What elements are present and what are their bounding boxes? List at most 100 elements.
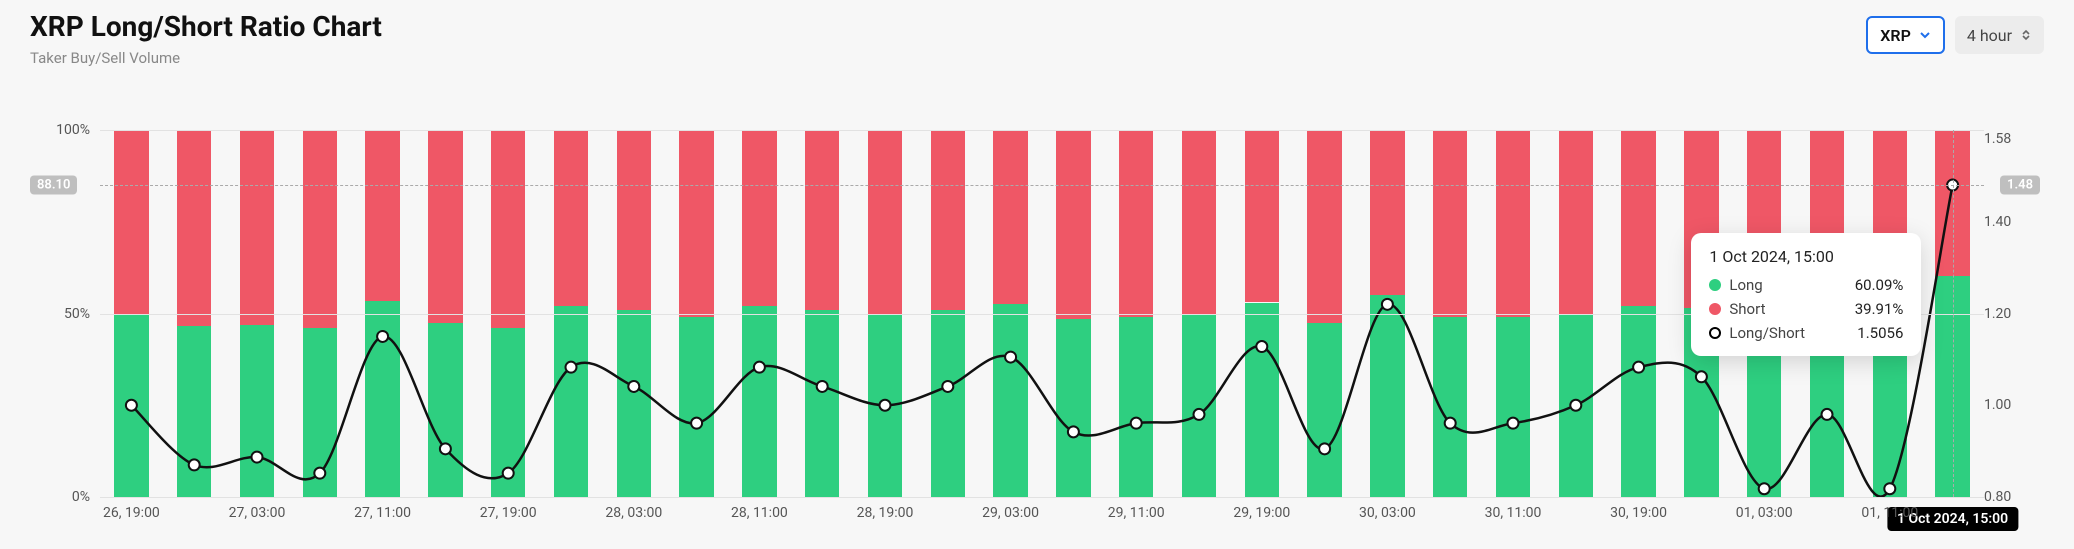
bar-long [1747,332,1782,497]
y-right-tick: 1.40 [1984,214,2044,230]
x-tick: 28, 11:00 [731,505,788,521]
bar-short [1245,130,1280,302]
x-tick: 28, 19:00 [857,505,914,521]
y-left-tick: 100% [30,122,90,138]
x-tick: 01, 11:00 [1861,505,1918,521]
bar-short [554,130,589,306]
interval-dropdown[interactable]: 4 hour [1955,16,2044,54]
plot-area[interactable]: 88.101.481 Oct 2024, 15:00 1 Oct 2024, 1… [100,130,1984,497]
bar-short [1307,130,1342,323]
bar-long [1621,306,1656,497]
x-axis: 26, 19:00 27, 03:00 27, 11:00 27, 19:00 28, … [100,499,1984,539]
bar-long [679,317,714,497]
bar-long [742,306,777,497]
bar-short [1119,130,1154,317]
bar-long [868,314,903,498]
tooltip: 1 Oct 2024, 15:00 Long 60.09% Short 39.9… [1691,233,1921,356]
x-tick: 01, 03:00 [1736,505,1793,521]
bar-long [805,310,840,497]
x-tick: 29, 03:00 [982,505,1039,521]
x-tick: 27, 11:00 [354,505,411,521]
tooltip-long-label: Long [1729,276,1762,294]
bar-long [931,310,966,497]
tooltip-row-ratio: Long/Short 1.5056 [1709,324,1903,342]
interval-dropdown-label: 4 hour [1967,26,2012,45]
bar-short [1182,130,1217,315]
bar-long [491,328,526,497]
crosshair-right-badge: 1.48 [2000,176,2040,195]
grid-line [100,497,1984,498]
bar-long [1433,317,1468,497]
y-right-tick: 1.58 [1984,131,2044,147]
bar-long [303,328,338,497]
tooltip-row-long: Long 60.09% [1709,276,1903,294]
bar-short [240,130,275,325]
bar-long [1182,315,1217,497]
bar-long [1496,317,1531,497]
grid-line [100,130,1984,131]
tooltip-row-short: Short 39.91% [1709,300,1903,318]
bar-long [1245,303,1280,498]
bar-short [993,130,1028,304]
bar-long [114,314,149,498]
bar-long [428,323,463,497]
x-tick: 27, 03:00 [229,505,286,521]
bar-short [931,130,966,310]
bar-long [1056,319,1091,497]
bar-long [177,326,212,497]
x-tick: 30, 19:00 [1610,505,1667,521]
bar-long [1935,276,1970,497]
bar-short [365,130,400,301]
x-tick: 27, 19:00 [480,505,537,521]
tooltip-long-value: 60.09% [1855,276,1904,294]
x-tick: 29, 11:00 [1108,505,1165,521]
bar-short [428,130,463,323]
y-left-tick: 50% [30,306,90,322]
bar-short [805,130,840,310]
bar-long [993,304,1028,497]
bar-short [1056,130,1091,319]
tooltip-short-label: Short [1729,300,1765,318]
bar-short [1935,130,1970,276]
tooltip-title: 1 Oct 2024, 15:00 [1709,247,1903,266]
bar-long [1119,317,1154,497]
bar-short [617,130,652,310]
y-left-tick: 0% [30,489,90,505]
bar-long [240,325,275,497]
titles: XRP Long/Short Ratio Chart Taker Buy/Sel… [30,10,382,67]
bar-short [1621,130,1656,306]
chart[interactable]: 0%50%100% 0.801.001.201.401.58 88.101.48… [30,130,2044,539]
bar-short [868,130,903,314]
bar-short [1370,130,1405,295]
y-right-tick: 1.20 [1984,306,2044,322]
bar-short [1433,130,1468,317]
x-tick: 30, 11:00 [1485,505,1542,521]
bar-long [1307,323,1342,497]
bar-long [1559,314,1594,498]
bar-short [1496,130,1531,317]
updown-icon [2020,29,2032,41]
symbol-dropdown-label: XRP [1880,26,1911,45]
bar-long [554,306,589,497]
bar-long [1370,295,1405,497]
page-title: XRP Long/Short Ratio Chart [30,10,382,43]
tooltip-short-value: 39.91% [1855,300,1904,318]
long-dot-icon [1709,279,1721,291]
short-dot-icon [1709,303,1721,315]
controls: XRP 4 hour [1866,16,2044,54]
x-tick: 26, 19:00 [103,505,160,521]
bar-short [491,130,526,328]
page-subtitle: Taker Buy/Sell Volume [30,49,382,67]
y-right-tick: 1.00 [1984,397,2044,413]
bar-short [742,130,777,306]
x-tick: 29, 19:00 [1233,505,1290,521]
bar-short [114,130,149,314]
caret-down-icon [1919,29,1931,41]
bar-long [617,310,652,497]
bar-short [1559,130,1594,314]
bar-short [303,130,338,328]
bar-short [679,130,714,317]
header: XRP Long/Short Ratio Chart Taker Buy/Sel… [0,0,2074,67]
bar-long [365,301,400,497]
symbol-dropdown[interactable]: XRP [1866,16,1945,54]
